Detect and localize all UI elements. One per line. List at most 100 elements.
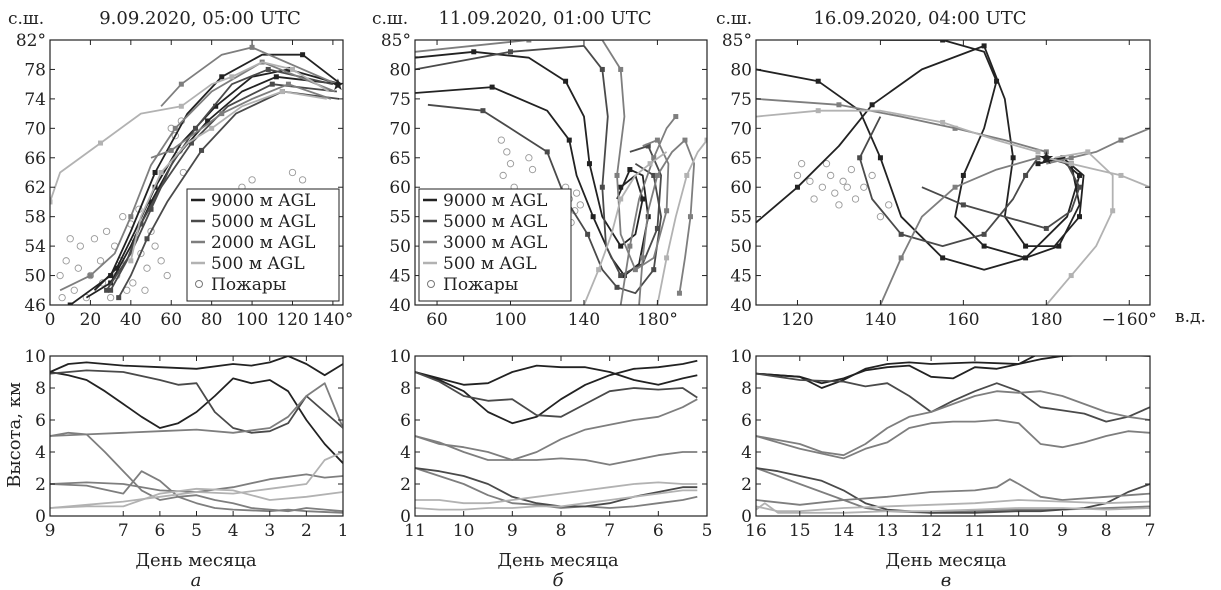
trajectory-marker [664,255,670,261]
trajectory-marker [981,43,987,49]
fire-marker [793,171,802,180]
trajectory-marker [981,243,987,249]
map-xtick-label: 20 [80,310,102,330]
panel-c-lat-label: с.ш. [716,9,752,29]
trajectory-marker [273,74,279,80]
height-series-line [415,481,698,505]
fire-marker [860,183,868,191]
panel-a: с.ш. 9.09.2020, 05:00 UTC ★0 20 40 60 80 100 1… [4,8,353,590]
trajectory-marker [285,66,291,72]
trajectory-line [1046,156,1150,189]
fire-marker [62,257,70,265]
trajectory-line [129,90,327,262]
panel-a-letter: а [191,570,202,590]
trajectory-marker [116,295,122,301]
trajectory-line [69,53,342,305]
fire-marker [70,286,78,294]
trajectory-marker [687,214,693,220]
trajectory-marker [168,147,174,153]
map-xtick-label: 120 [276,310,308,330]
trajectory-marker [219,111,225,117]
trajectory-marker [877,155,883,161]
height-ylabel: Высота, км [4,382,25,488]
height-series-line [415,398,698,461]
panel-b-height-plot: 11 10 9 8 7 6 5 0 2 4 6 8 10 [389,347,712,541]
height-xtick-label: 10 [1008,521,1030,541]
height-series-line [50,487,343,509]
trajectory-marker [645,143,651,149]
map-xtick-label: 180 [1030,310,1062,330]
trajectory-marker [627,167,633,173]
trajectory-marker [994,78,1000,84]
trajectory-line [921,156,1081,230]
trajectory-marker [114,265,120,271]
trajectory-marker [654,172,660,178]
height-xtick-label: 16 [745,521,767,541]
trajectory-marker [1068,161,1074,167]
map-frame [755,39,1151,306]
trajectory-marker [590,214,596,220]
height-series-line [756,478,1150,506]
trajectory-marker [898,231,904,237]
trajectory-marker [836,102,842,108]
trajectory-marker [1056,243,1062,249]
height-xtick-label: 15 [789,521,811,541]
map-ytick-label: 50 [389,237,411,257]
trajectory-marker [507,49,513,55]
trajectory-marker [1076,184,1082,190]
trajectory-marker [178,103,184,109]
trajectory-marker [1043,149,1049,155]
trajectory-marker [952,184,958,190]
map-ytick-label: 58 [24,208,46,228]
fire-marker [503,148,511,156]
map-xtick-label: −160° [1102,310,1157,330]
trajectory-marker [480,108,486,114]
map-ytick-label: 60 [389,178,411,198]
trajectory-line [880,40,1081,259]
fire-marker [58,293,66,302]
height-series-line [415,435,698,466]
trajectory-marker [265,66,271,72]
fire-marker [288,168,297,177]
fire-marker [506,160,515,168]
fire-marker [806,177,814,185]
legend-entry-label: 2000 м AGL [211,233,315,253]
legend-entry-label: 5000 м AGL [443,212,547,232]
trajectory-marker [651,267,657,273]
trajectory-marker [98,140,104,146]
height-frame [755,355,1151,517]
trajectory-marker [981,231,987,237]
map-ytick-label: 85° [381,31,411,51]
height-ytick-label: 10 [24,347,46,367]
trajectory-marker [647,161,653,167]
fire-marker [163,271,171,280]
height-ytick-label: 4 [741,443,752,463]
height-ytick-label: 2 [741,475,752,495]
trajectory-marker [1076,172,1082,178]
panel-c-height-plot: 16 15 14 13 12 11 10 9 8 7 0 2 4 6 8 10 [730,347,1155,541]
height-series-line [756,499,1150,513]
map-ytick-label: 46 [24,296,46,316]
panel-b: с.ш. 11.09.2020, 01:00 UTC ★60 100 140 180°… [372,8,712,590]
trajectory-marker [249,44,255,50]
map-ytick-label: 70 [389,119,411,139]
trajectory-line [415,45,662,277]
height-series-line [50,371,343,464]
trajectory-marker [471,49,477,55]
trajectory-marker [1060,155,1066,161]
fire-marker [847,165,856,174]
height-xtick-label: 6 [154,521,165,541]
fire-marker [56,271,64,280]
fire-marker [827,171,835,180]
map-xtick-label: 60 [426,310,448,330]
height-ytick-label: 8 [35,379,46,399]
trajectory-marker [621,273,627,279]
trajectory-line [50,61,330,203]
fire-marker [818,183,827,191]
fire-marker [76,242,84,250]
panel-c-title: 16.09.2020, 04:00 UTC [813,8,1026,29]
map-frame [49,39,344,306]
trajectory-marker [128,258,134,264]
